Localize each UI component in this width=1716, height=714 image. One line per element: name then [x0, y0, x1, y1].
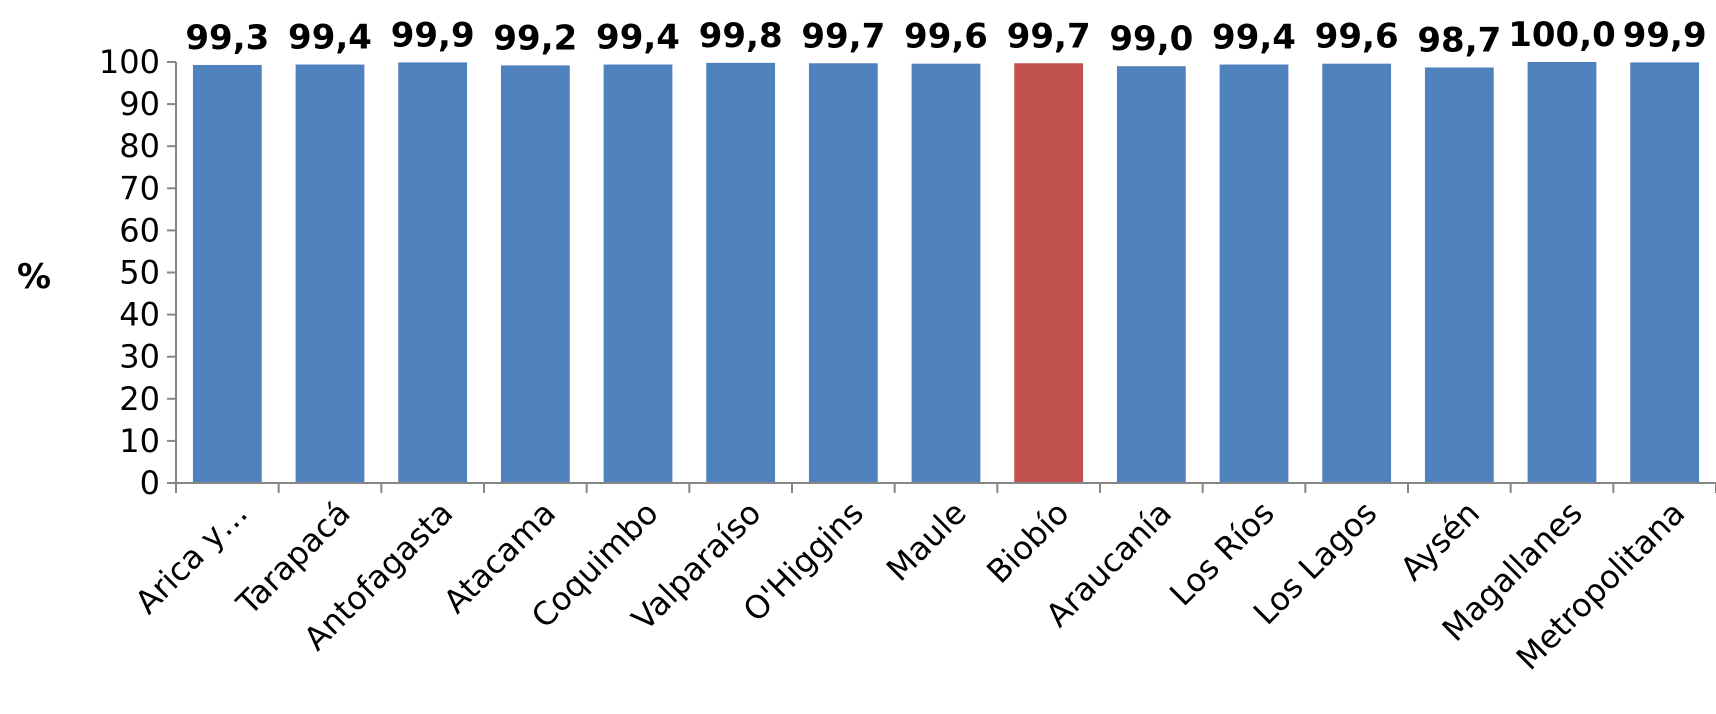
data-label-0: 99,3 [185, 18, 269, 58]
bar-14 [1630, 62, 1700, 484]
data-label-13: 100,0 [1508, 15, 1616, 55]
data-label-14: 99,9 [1623, 15, 1707, 55]
x-category-label-7: Maule [879, 494, 974, 589]
data-label-4: 99,4 [596, 18, 680, 58]
data-label-2: 99,9 [391, 15, 475, 55]
bar-6 [808, 63, 878, 483]
y-tick-label: 80 [119, 127, 160, 165]
data-label-3: 99,2 [493, 18, 577, 58]
data-label-9: 99,0 [1109, 19, 1193, 59]
x-category-label-12: Aysén [1393, 494, 1487, 588]
bar-3 [500, 65, 570, 484]
y-tick-label: 100 [99, 43, 160, 81]
y-tick-label: 40 [119, 296, 160, 334]
y-tick-label: 0 [140, 464, 160, 502]
bar-9 [1116, 66, 1186, 484]
bar-4 [603, 64, 673, 483]
y-tick-label: 20 [119, 380, 160, 418]
data-label-6: 99,7 [801, 16, 885, 56]
bar-12 [1424, 67, 1494, 484]
bar-7 [911, 63, 981, 484]
y-axis-title: % [17, 257, 51, 297]
data-label-12: 98,7 [1417, 20, 1501, 60]
data-label-1: 99,4 [288, 18, 372, 58]
bar-2 [398, 62, 468, 484]
x-category-label-8: Biobío [979, 494, 1076, 591]
y-axis: 0 10 20 30 40 50 60 70 80 90 100 [99, 43, 177, 502]
bar-5 [706, 62, 776, 483]
data-label-7: 99,6 [904, 17, 988, 57]
y-tick-label: 30 [119, 338, 160, 376]
y-tick-label: 90 [119, 85, 160, 123]
x-axis: Arica y…TarapacáAntofagastaAtacamaCoquim… [128, 482, 1716, 677]
bars [192, 62, 1700, 484]
bar-8 [1014, 63, 1084, 483]
y-tick-label: 10 [119, 422, 160, 460]
bar-10 [1219, 64, 1289, 483]
y-tick-label: 60 [119, 211, 160, 249]
bar-11 [1322, 63, 1392, 484]
data-label-11: 99,6 [1315, 17, 1399, 57]
y-tick-label: 70 [119, 169, 160, 207]
data-label-5: 99,8 [699, 16, 783, 56]
data-labels: 99,3 99,4 99,9 99,2 99,4 99,8 99,7 99,6 99,7 99,0… [185, 15, 1706, 60]
data-label-10: 99,4 [1212, 18, 1296, 58]
y-tick-label: 50 [119, 254, 160, 292]
bar-13 [1527, 62, 1597, 483]
data-label-8: 99,7 [1007, 16, 1091, 56]
bar-0 [192, 64, 262, 484]
bar-1 [295, 64, 365, 483]
